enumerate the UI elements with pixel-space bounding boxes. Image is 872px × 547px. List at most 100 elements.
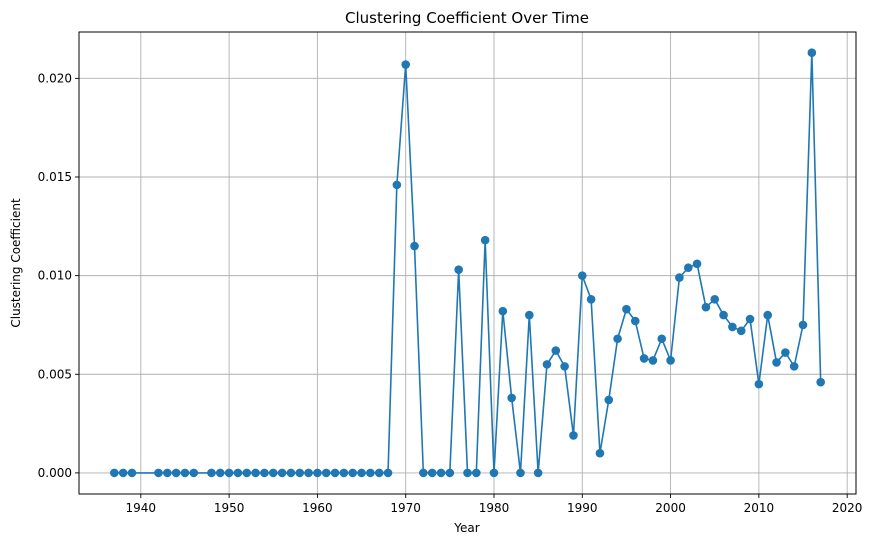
data-point <box>480 235 490 245</box>
data-point <box>542 360 552 369</box>
data-point <box>577 271 587 280</box>
data-point <box>789 362 799 371</box>
data-point <box>268 468 278 478</box>
data-point <box>374 468 384 478</box>
x-tick-label: 1970 <box>390 501 421 515</box>
data-point <box>171 468 181 478</box>
x-axis-label: Year <box>453 521 479 535</box>
data-point <box>781 348 790 357</box>
data-point <box>763 310 773 320</box>
y-axis-label: Clustering Coefficient <box>9 198 23 328</box>
x-tick-label: 2020 <box>832 501 863 515</box>
data-point <box>533 468 543 478</box>
axis-ticks: 1940 1950 1960 1970 1980 1990 2000 2010 2020 0.00… <box>38 71 863 515</box>
data-point <box>683 263 693 273</box>
data-point <box>286 468 296 478</box>
x-tick-label: 1940 <box>126 501 157 515</box>
data-point <box>251 468 260 478</box>
y-tick-label: 0.015 <box>38 170 72 184</box>
data-point <box>604 395 614 405</box>
data-point <box>233 468 243 478</box>
data-point <box>189 468 199 478</box>
x-tick-label: 1980 <box>479 501 510 515</box>
data-point <box>736 326 746 336</box>
series-clustering-coefficient <box>110 48 825 478</box>
data-point <box>498 306 508 316</box>
data-point <box>215 468 225 478</box>
data-point <box>118 468 128 478</box>
data-point <box>648 356 658 365</box>
data-point <box>277 468 287 478</box>
data-point <box>754 379 764 389</box>
data-point <box>110 468 119 478</box>
data-point <box>472 468 481 478</box>
data-point <box>772 358 781 367</box>
y-tick-label: 0.020 <box>38 71 72 85</box>
data-point <box>242 468 252 478</box>
y-tick-label: 0.010 <box>38 269 72 283</box>
data-point <box>657 334 667 344</box>
x-tick-label: 1960 <box>302 501 333 515</box>
y-tick-label: 0.005 <box>38 367 72 381</box>
data-point <box>383 468 393 478</box>
data-point <box>675 273 684 282</box>
data-point <box>551 346 561 355</box>
data-point <box>622 304 631 314</box>
data-point <box>127 468 137 478</box>
data-point <box>560 362 569 371</box>
data-point <box>304 468 313 478</box>
data-point <box>224 468 234 478</box>
data-point <box>162 468 172 478</box>
data-point <box>745 314 755 324</box>
x-tick-label: 2010 <box>744 501 775 515</box>
data-point <box>807 48 817 58</box>
data-point <box>427 468 437 478</box>
plot-frame <box>78 31 857 495</box>
data-point <box>595 448 605 458</box>
x-tick-label: 1950 <box>214 501 245 515</box>
data-point <box>180 468 190 478</box>
data-point <box>392 180 402 190</box>
data-point <box>701 302 711 312</box>
data-point <box>401 60 410 69</box>
data-point <box>816 377 825 387</box>
data-point <box>260 468 269 478</box>
data-point <box>357 468 366 478</box>
data-point <box>569 431 578 440</box>
data-point <box>454 265 463 275</box>
data-point <box>295 468 305 478</box>
data-point <box>692 259 702 269</box>
data-point <box>613 334 622 344</box>
y-tick-label: 0.000 <box>38 466 72 480</box>
data-point <box>798 320 808 330</box>
data-point <box>436 468 446 478</box>
data-point <box>719 310 728 320</box>
data-point <box>321 468 331 478</box>
data-point <box>313 468 322 478</box>
data-point <box>710 294 720 304</box>
data-point <box>330 468 340 478</box>
data-point <box>525 310 534 320</box>
data-point <box>410 241 419 251</box>
data-point <box>630 316 640 326</box>
x-tick-label: 2000 <box>655 501 686 515</box>
data-point <box>516 468 525 478</box>
data-point <box>489 468 499 478</box>
data-point <box>586 294 596 304</box>
data-point <box>339 468 349 478</box>
data-point <box>348 468 358 478</box>
x-tick-label: 1990 <box>567 501 598 515</box>
grid-lines <box>79 32 856 494</box>
data-point <box>639 354 649 363</box>
data-point <box>207 468 216 478</box>
data-point <box>154 468 163 478</box>
chart-title: Clustering Coefficient Over Time <box>345 9 589 27</box>
data-point <box>507 393 516 403</box>
data-point <box>728 322 737 332</box>
data-point <box>445 468 455 478</box>
data-point <box>366 468 375 478</box>
data-point <box>463 468 472 478</box>
data-point <box>419 468 428 478</box>
